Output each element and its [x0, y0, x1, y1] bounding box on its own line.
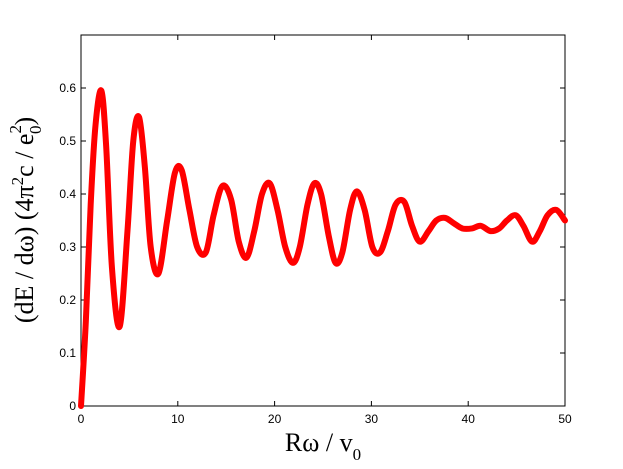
y-tick-label: 0.4: [59, 187, 76, 201]
series-line: [78, 87, 568, 409]
x-tick-label: 30: [365, 412, 379, 426]
x-tick-label: 20: [268, 412, 282, 426]
x-tick-label: 50: [558, 412, 572, 426]
x-tick-label: 40: [462, 412, 476, 426]
y-tick-label: 0.6: [59, 81, 76, 95]
y-tick-label: 0: [69, 399, 76, 413]
y-axis-title: (dE / dω) (4π2c / e20): [6, 117, 45, 323]
y-tick-label: 0.3: [59, 240, 76, 254]
y-tick-label: 0.5: [59, 134, 76, 148]
x-axis-title: Rω / v0: [285, 428, 361, 464]
y-tick-label: 0.1: [59, 346, 76, 360]
tick-labels: 0 10 20 30 40 50 0 0.1 0.2 0.3 0.4 0.5 0.6: [59, 81, 572, 426]
y-tick-label: 0.2: [59, 293, 76, 307]
x-tick-label: 0: [78, 412, 85, 426]
x-tick-label: 10: [171, 412, 185, 426]
